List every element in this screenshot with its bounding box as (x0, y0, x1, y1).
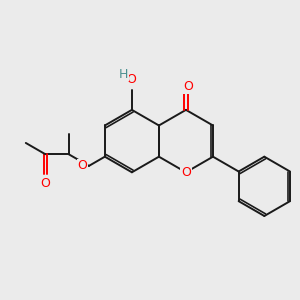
Text: O: O (40, 177, 50, 190)
Text: O: O (183, 80, 193, 94)
Text: H: H (119, 68, 128, 81)
Text: O: O (126, 73, 136, 86)
Text: O: O (77, 159, 87, 172)
Text: O: O (181, 167, 191, 179)
